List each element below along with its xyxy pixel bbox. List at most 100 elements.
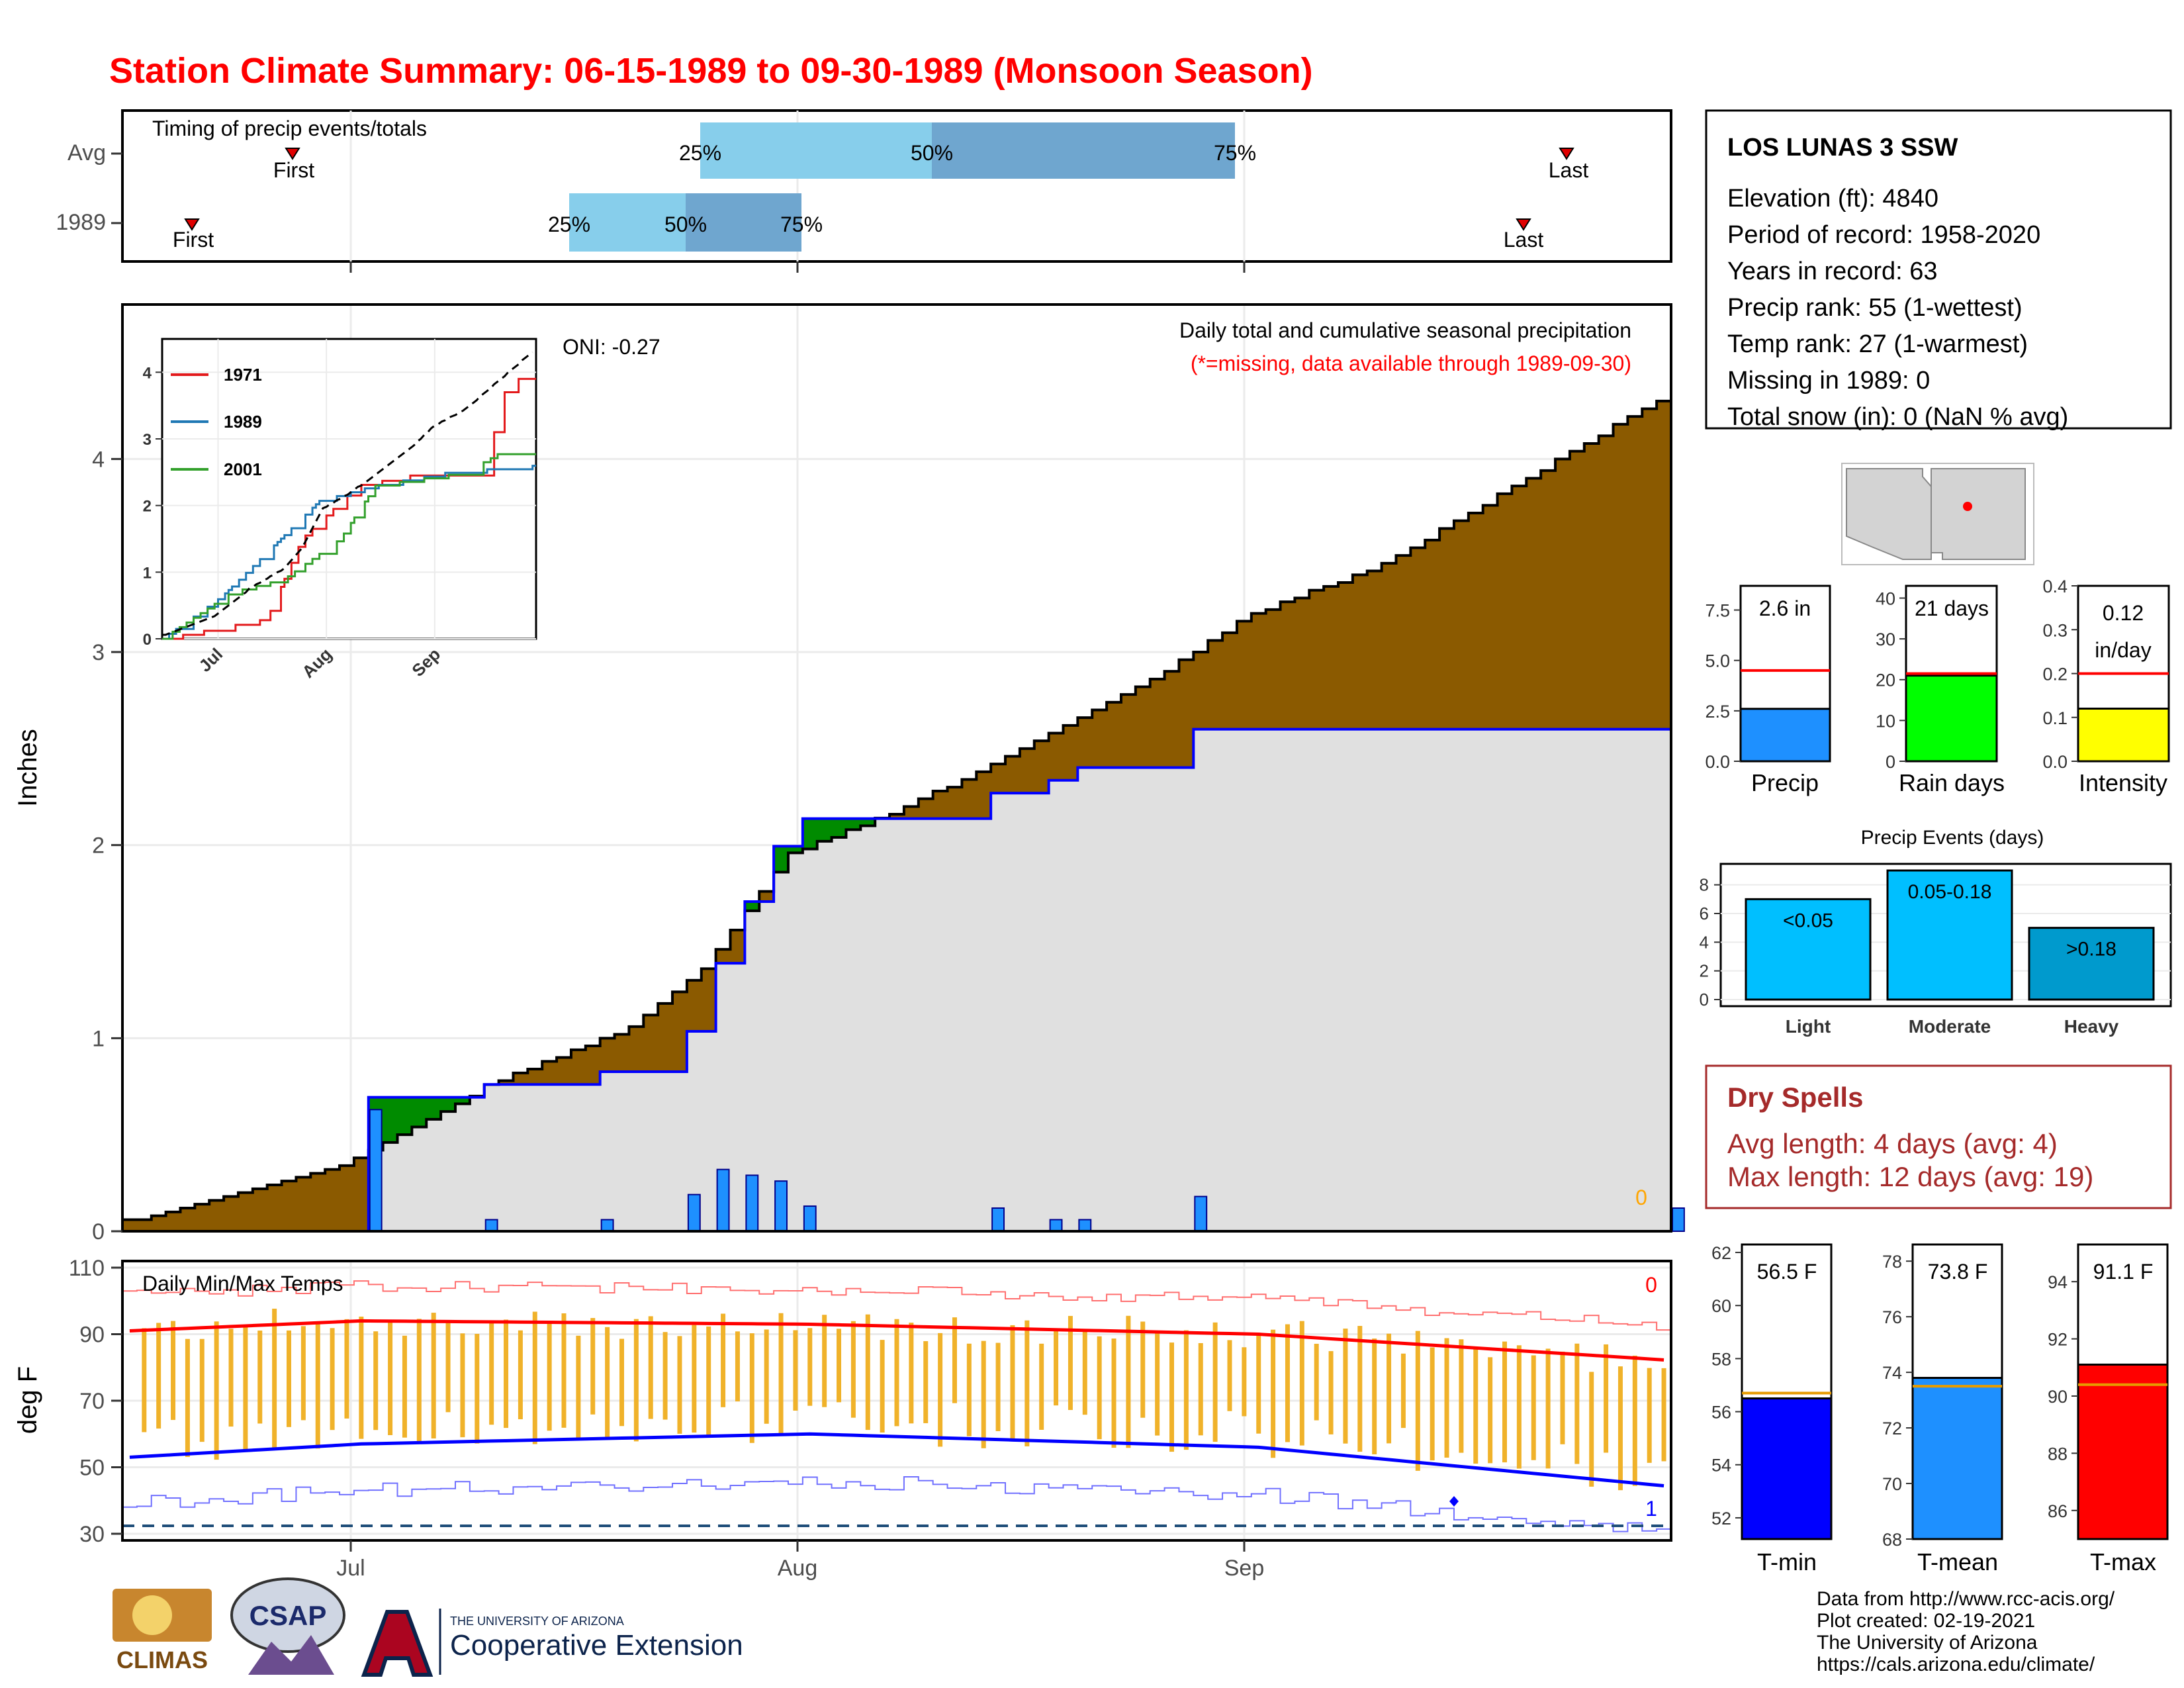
daily-precip-bar <box>484 1219 498 1232</box>
raindays-bar <box>1905 675 1998 763</box>
daily-temp-bar <box>1010 1325 1015 1441</box>
yr-last-marker <box>1516 218 1531 231</box>
daily-temp-bar <box>1198 1342 1203 1436</box>
daily-precip-bar <box>1078 1219 1092 1232</box>
daily-temp-bar <box>778 1313 784 1434</box>
daily-temp-bar <box>865 1314 870 1430</box>
precip-ytick-label: 4 <box>92 447 105 472</box>
temp-ytick-label: 50 <box>79 1455 105 1480</box>
daily-temp-bar <box>475 1334 480 1444</box>
intensity-mini-label: Intensity <box>2079 769 2167 796</box>
arizona-shape <box>1846 468 1932 560</box>
daily-temp-bar <box>590 1318 596 1415</box>
precip-ylabel: Inches <box>13 729 42 807</box>
inset-ytick-label: 1 <box>143 564 152 582</box>
mini-bar-raindays: 21 days 0 10 20 30 40 Rain days <box>1876 585 2005 796</box>
daily-temp-bar <box>286 1330 291 1427</box>
location-map <box>1841 463 2034 565</box>
events-cat-heavy: Heavy <box>2064 1016 2119 1037</box>
temp-sum-ytick-label: 62 <box>1711 1243 1731 1263</box>
temp-panel-label: Daily Min/Max Temps <box>142 1272 343 1295</box>
temp-sum-ytick-label: 56 <box>1711 1403 1731 1423</box>
precip-total-value: 2.6 in <box>1759 596 1811 620</box>
events-bar-label: 0.05-0.18 <box>1908 881 1992 903</box>
daily-temp-bar <box>1387 1333 1392 1444</box>
temp-ylabel: deg F <box>13 1366 42 1434</box>
daily-temp-bar <box>431 1313 436 1439</box>
mini-ytick-label: 7.5 <box>1705 601 1730 621</box>
daily-temp-bar <box>504 1319 509 1429</box>
yr-last-label: Last <box>1504 228 1544 252</box>
precip-mini-axis: 0.0 2.5 5.0 7.5 <box>1705 601 1741 772</box>
daily-temp-bar <box>1473 1347 1479 1464</box>
daily-temp-bar <box>662 1332 668 1420</box>
daily-temp-bar <box>648 1316 653 1419</box>
temp-ytick-label: 90 <box>79 1323 105 1348</box>
station-info-box: LOS LUNAS 3 SSW Elevation (ft): 4840 Per… <box>1705 109 2172 431</box>
inset-line-2001 <box>162 453 536 640</box>
daily-temp-bar <box>1604 1344 1609 1453</box>
intensity-value-2: in/day <box>2095 638 2151 662</box>
daily-temp-bar <box>518 1330 523 1420</box>
precip-panel-frame <box>121 303 1672 1233</box>
mini-ytick-label: 0.2 <box>2042 665 2068 684</box>
yr-first-label: First <box>173 228 214 252</box>
tmean-bar <box>1911 1377 2003 1540</box>
daily-temp-bar <box>1459 1339 1464 1453</box>
mini-ytick-label: 2.5 <box>1705 702 1730 722</box>
mini-bar-precip: 2.6 in 0.0 2.5 5.0 7.5 Precip <box>1705 585 1831 796</box>
daily-temp-bar <box>1372 1338 1377 1455</box>
daily-precip-bar <box>600 1219 614 1232</box>
daily-precip-bar <box>369 1109 383 1232</box>
daily-precip-bar <box>1194 1196 1208 1232</box>
precip-annotation: Daily total and cumulative seasonal prec… <box>1179 318 1631 342</box>
daily-temp-bar <box>1183 1330 1189 1450</box>
avg-25-50-bar <box>700 122 932 179</box>
precip-total-bar <box>1739 708 1831 763</box>
events-bars: <0.05 0.05-0.18 >0.18 <box>1745 869 2155 1001</box>
precip-mini-label: Precip <box>1751 769 1819 796</box>
station-period: Period of record: 1958-2020 <box>1727 221 2040 249</box>
daily-precip-bar <box>687 1194 701 1233</box>
events-y-axis: 0 2 4 6 8 <box>1700 875 1721 1009</box>
precip-ytick-label: 0 <box>92 1219 105 1244</box>
daily-temp-bar <box>142 1328 147 1432</box>
daily-temp-bar <box>880 1340 885 1433</box>
events-ytick-label: 4 <box>1700 932 1709 952</box>
mini-ytick-label: 30 <box>1876 630 1895 649</box>
daily-precip-bar <box>803 1205 817 1233</box>
tmax-axis: 86 88 90 92 94 <box>2048 1272 2078 1521</box>
record-min-marker <box>1449 1496 1459 1507</box>
temp-sum-ytick-label: 54 <box>1711 1456 1731 1476</box>
dry-spells-max: Max length: 12 days (avg: 19) <box>1727 1161 2093 1192</box>
daily-temp-bar <box>1531 1355 1536 1460</box>
station-location-dot <box>1963 502 1972 511</box>
daily-temp-bar <box>619 1338 624 1427</box>
temp-sum-ytick-label: 86 <box>2048 1501 2068 1521</box>
tmax-label: T-max <box>2090 1548 2156 1575</box>
daily-temp-bar <box>1256 1333 1261 1434</box>
precip-ytick-label: 3 <box>92 640 105 665</box>
avg-max-line <box>129 1319 1664 1362</box>
mini-ytick-label: 10 <box>1876 711 1895 731</box>
station-name: LOS LUNAS 3 SSW <box>1727 134 1958 162</box>
temp-sum-ytick-label: 74 <box>1882 1363 1902 1383</box>
daily-temp-bar <box>402 1335 407 1438</box>
daily-temp-bar <box>1126 1315 1131 1448</box>
temp-sum-ytick-label: 60 <box>1711 1296 1731 1316</box>
avg-cumulative-line <box>122 399 1671 1221</box>
avg-p25: 25% <box>679 141 721 165</box>
daily-temp-bar <box>1647 1368 1652 1463</box>
daily-temp-bar <box>199 1338 205 1442</box>
daily-temp-bar <box>1502 1341 1508 1463</box>
intensity-mini-axis: 0.0 0.1 0.2 0.3 0.4 <box>2042 577 2078 772</box>
daily-temp-bar <box>1574 1343 1580 1464</box>
avg-50-75-bar <box>932 122 1235 179</box>
yr-p25: 25% <box>548 212 590 236</box>
daily-temp-bar <box>981 1340 986 1448</box>
temp-sum-ytick-label: 76 <box>1882 1307 1902 1327</box>
dry-spells-title: Dry Spells <box>1727 1082 1863 1113</box>
temp-ytick-label: 70 <box>79 1389 105 1414</box>
daily-temp-bar <box>315 1323 320 1449</box>
